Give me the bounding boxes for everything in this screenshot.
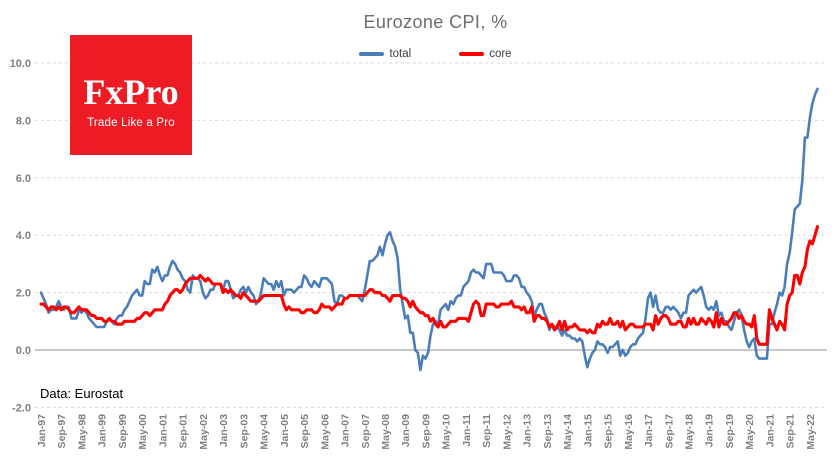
- x-axis-tick-label: Sep-01: [178, 414, 190, 449]
- x-axis-tick-label: Jan-03: [218, 414, 230, 447]
- total-line-swatch: [359, 52, 385, 56]
- x-axis-tick-label: Jan-15: [582, 414, 594, 447]
- y-axis-tick-label: 8.0: [16, 115, 31, 127]
- x-axis-tick-label: Sep-17: [663, 414, 675, 449]
- x-axis-tick-label: Jan-01: [157, 414, 169, 447]
- fxpro-logo-tagline: Trade Like a Pro: [87, 116, 175, 129]
- x-axis-tick-label: Sep-13: [542, 414, 554, 449]
- x-axis-tick-label: Sep-99: [117, 414, 129, 449]
- y-axis-tick-label: 6.0: [16, 173, 31, 185]
- series-line-core: [39, 225, 820, 346]
- series-line-total: [39, 87, 819, 372]
- x-axis-tick-label: Jan-21: [764, 414, 776, 447]
- x-axis-tick-label: May-08: [380, 414, 392, 450]
- y-axis-tick-label: 10.0: [10, 58, 31, 70]
- legend-item-total: total: [359, 48, 411, 60]
- x-axis-tick-label: Jan-11: [461, 414, 473, 447]
- x-axis-tick-label: Sep-05: [299, 414, 311, 449]
- x-axis-tick-label: Sep-97: [56, 414, 68, 449]
- x-axis-tick-label: Jan-99: [97, 414, 109, 447]
- x-axis-tick-label: May-10: [441, 414, 453, 450]
- y-axis-tick-label: 2.0: [16, 288, 31, 300]
- y-axis-tick-label: 0.0: [16, 345, 31, 357]
- x-axis-tick-label: Jan-19: [704, 414, 716, 447]
- x-axis-tick-label: Sep-07: [360, 414, 372, 449]
- x-axis-tick-label: Jan-07: [340, 414, 352, 447]
- fxpro-logo-brand: FxPro: [83, 71, 179, 112]
- x-axis-tick-label: Jan-17: [643, 414, 655, 447]
- legend-label-total: total: [389, 48, 412, 60]
- x-axis-tick-label: May-02: [198, 414, 210, 450]
- data-source-note: Data: Eurostat: [40, 386, 124, 401]
- x-axis-tick-label: Sep-09: [420, 414, 432, 449]
- x-axis-tick-label: May-14: [562, 414, 574, 450]
- x-axis-tick-label: May-18: [684, 414, 696, 450]
- x-axis-tick-label: Sep-11: [481, 414, 493, 448]
- x-axis-tick-label: May-12: [501, 414, 513, 450]
- core-line-swatch: [459, 52, 485, 56]
- legend-label-core: core: [489, 48, 512, 60]
- x-axis-tick-label: May-20: [744, 414, 756, 450]
- y-axis-tick-label: -2.0: [12, 402, 31, 414]
- x-axis-tick-label: May-00: [137, 414, 149, 450]
- x-axis-tick-label: May-98: [76, 414, 88, 450]
- x-axis-tick-label: Jan-97: [36, 414, 48, 447]
- x-axis-tick-label: Sep-15: [603, 414, 615, 449]
- legend-item-core: core: [459, 48, 512, 60]
- x-axis-tick-label: Sep-21: [785, 414, 797, 449]
- x-axis-tick-label: Jan-09: [400, 414, 412, 447]
- y-axis-tick-label: 4.0: [16, 230, 31, 242]
- x-axis-tick-label: May-06: [319, 414, 331, 450]
- x-axis-tick-label: Sep-19: [724, 414, 736, 449]
- x-axis-tick-label: Jan-13: [522, 414, 534, 447]
- chart-legend: total core: [18, 48, 835, 60]
- x-axis-tick-label: May-16: [623, 414, 635, 450]
- fxpro-logo: FxPro Trade Like a Pro: [70, 35, 192, 155]
- chart-title: Eurozone CPI, %: [363, 12, 508, 32]
- x-axis-tick-label: Jan-05: [279, 414, 291, 447]
- x-axis-tick-label: May-04: [259, 414, 271, 450]
- x-axis-tick-label: Sep-03: [238, 414, 250, 449]
- x-axis-tick-label: May-22: [805, 414, 817, 450]
